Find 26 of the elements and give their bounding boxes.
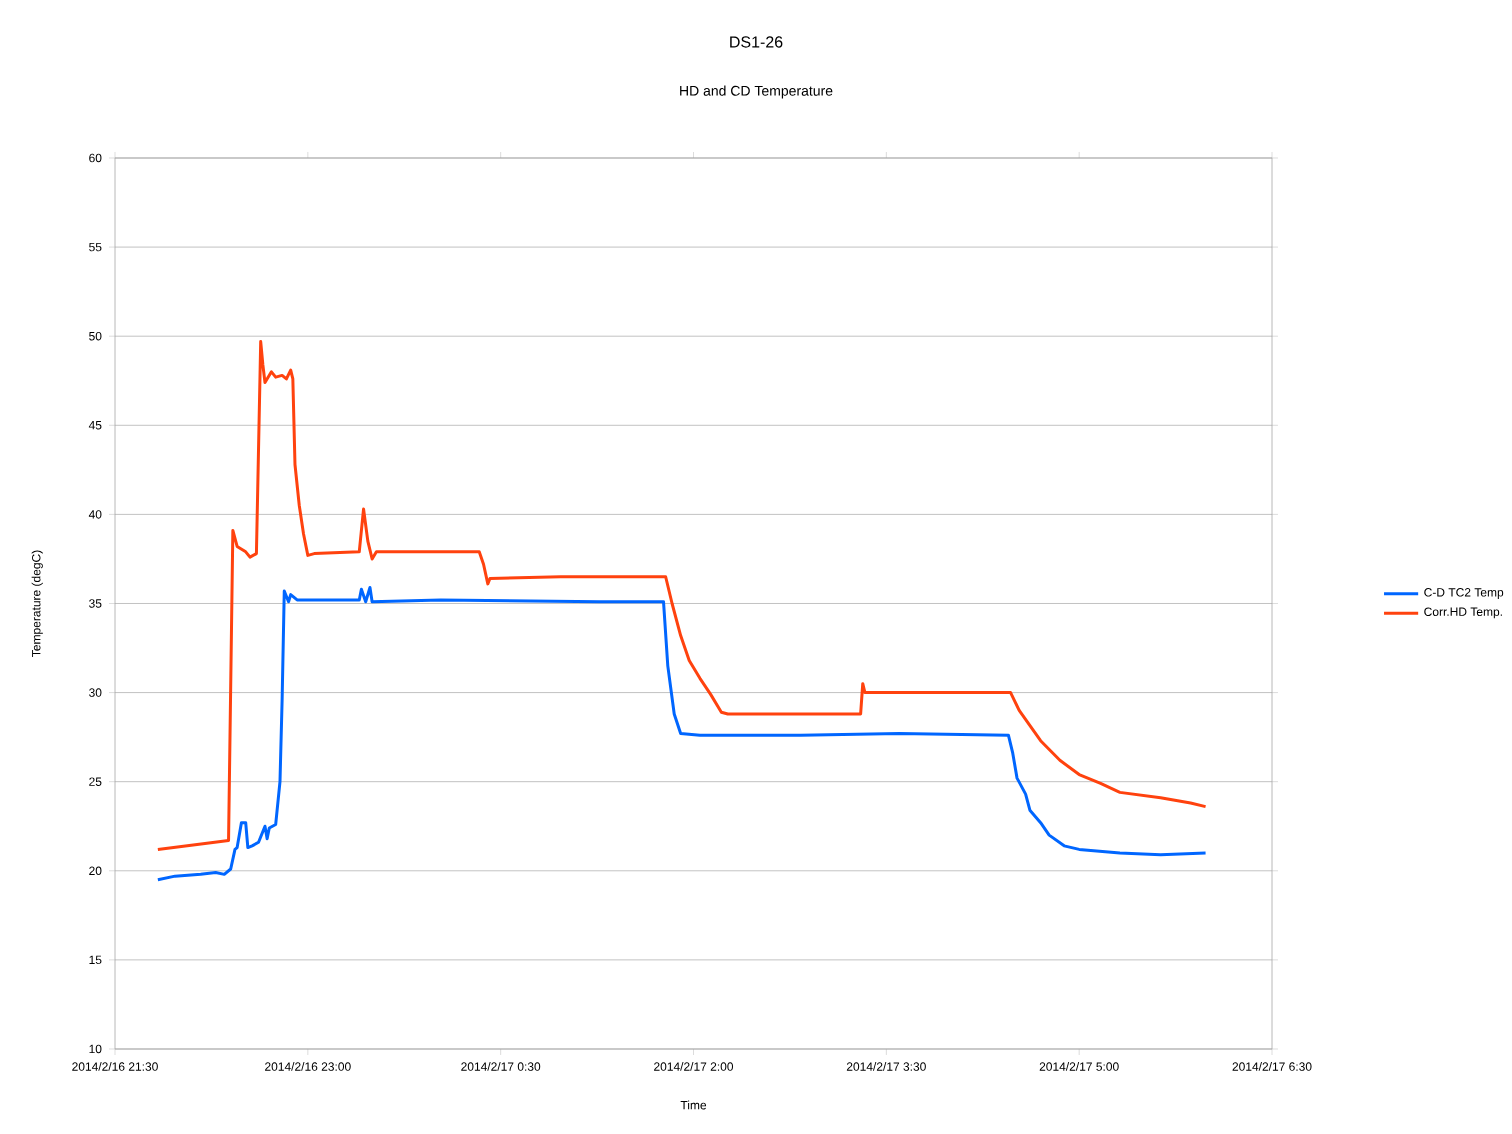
line-series: [156, 585, 1208, 882]
x-tick-label: 2014/2/17 5:00: [1039, 1062, 1119, 1071]
y-tick-label: 15: [89, 955, 102, 965]
x-tick-label: 2014/2/17 6:30: [1232, 1062, 1312, 1071]
y-tick-label: 25: [89, 777, 102, 786]
x-axis-title: Time: [680, 1100, 707, 1110]
chart-subtitle: HD and CD Temperature: [680, 85, 833, 99]
line-series: [156, 340, 1208, 851]
y-tick-label: 40: [88, 510, 102, 519]
x-tick-label: 2014/2/17 0:30: [461, 1062, 541, 1071]
x-tick-label: 2014/2/16 21:30: [72, 1062, 158, 1071]
y-tick-label: 55: [89, 242, 102, 252]
legend-label: Corr.HD Temp.: [1424, 607, 1502, 619]
x-tick-label: 2014/2/17 3:30: [846, 1062, 926, 1071]
y-tick-label: 60: [89, 153, 102, 163]
x-tick-label: 2014/2/17 2:00: [654, 1062, 734, 1071]
x-tick-label: 2014/2/16 23:00: [265, 1062, 351, 1071]
y-tick-label: 50: [89, 331, 102, 341]
legend-label: C-D TC2 Temp: [1424, 588, 1504, 599]
y-tick-label: 35: [89, 599, 102, 608]
y-tick-label: 30: [89, 688, 102, 697]
chart-title: DS1-26: [730, 36, 783, 48]
y-tick-label: 20: [89, 866, 102, 876]
y-tick-label: 45: [88, 421, 102, 430]
y-axis-title: Temperature (degC): [31, 550, 43, 657]
y-tick-label: 10: [89, 1044, 102, 1054]
